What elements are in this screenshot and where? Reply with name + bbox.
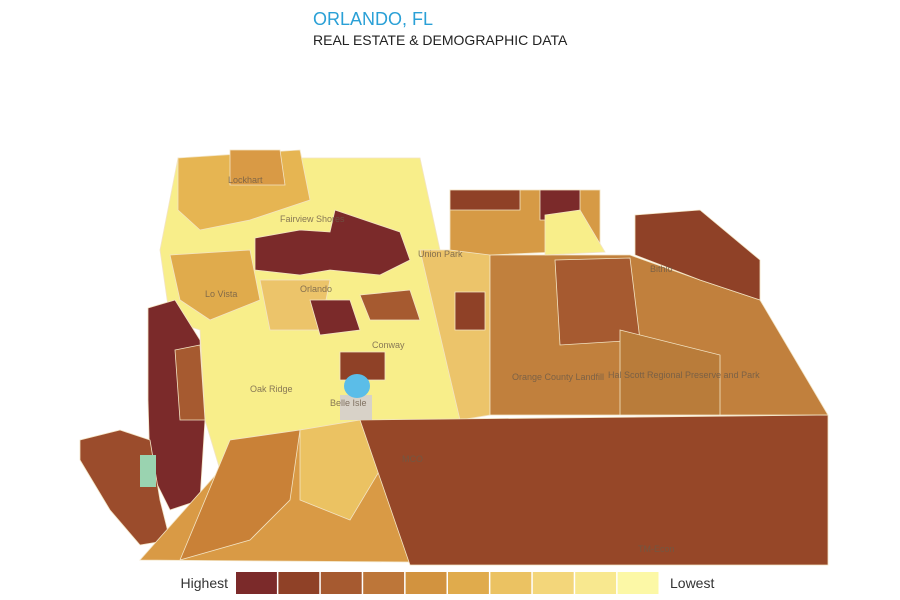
map-label: Hal Scott Regional Preserve and Park [608,370,760,380]
map-label: Lo Vista [205,289,237,299]
airport [340,395,372,420]
map-label: Bithlo [650,264,673,274]
legend: Highest Lowest [181,572,714,594]
region [174,344,206,421]
map-label: TM-Econ [638,544,675,554]
legend-swatch [532,572,574,594]
legend-swatch [363,572,405,594]
park [140,455,156,487]
legend-swatch [405,572,447,594]
map-label: Conway [372,340,405,350]
region [619,329,721,416]
subtitle: REAL ESTATE & DEMOGRAPHIC DATA [313,32,568,48]
map-label: Belle Isle [330,398,367,408]
map-label: Fairview Shores [280,214,345,224]
legend-swatch [575,572,617,594]
region [169,249,261,321]
region [454,291,486,331]
region [544,209,606,256]
lake [344,374,370,398]
map: Lockhart Fairview Shores Lo Vista Orland… [79,149,829,566]
region [179,429,301,561]
region [299,419,381,521]
map-label: Union Park [418,249,463,259]
legend-swatch [490,572,532,594]
legend-swatch [320,572,362,594]
map-label: Orange County Landfill [512,372,604,382]
legend-swatch [448,572,489,594]
region [634,209,761,301]
title: ORLANDO, FL [313,9,433,29]
legend-swatch [278,572,320,594]
map-label: MCO [402,454,423,464]
region [254,209,411,276]
legend-low: Lowest [670,575,714,591]
region [359,289,421,321]
legend-swatch [617,572,659,594]
map-label: Lockhart [228,175,263,185]
legend-high: Highest [181,575,229,591]
region [309,299,361,336]
region [359,414,829,566]
map-label: Orlando [300,284,332,294]
legend-swatch [236,572,277,594]
map-label: Oak Ridge [250,384,293,394]
region [229,149,286,186]
region [339,351,386,381]
region [449,189,521,211]
